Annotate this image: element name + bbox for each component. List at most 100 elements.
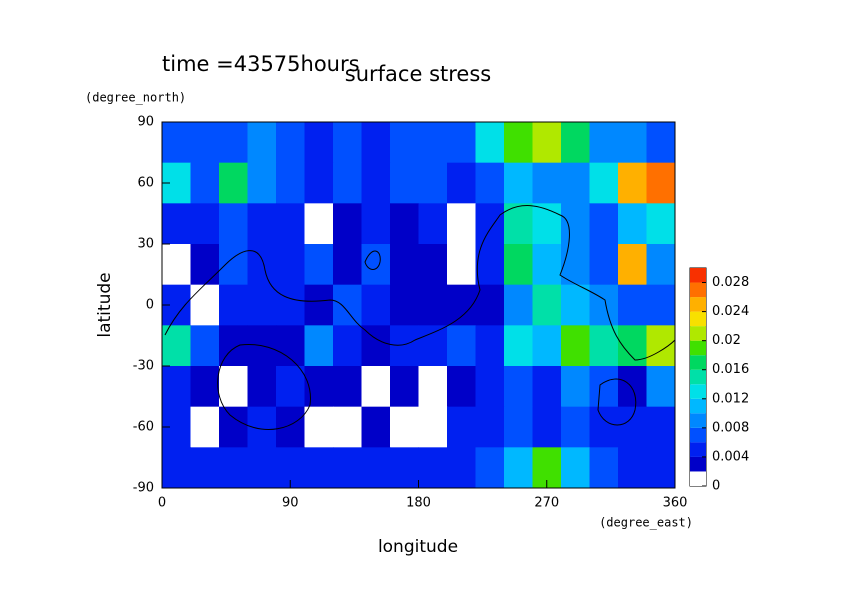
contour-cell	[304, 203, 334, 245]
contour-cell	[219, 162, 248, 204]
contour-cell	[532, 406, 562, 448]
contour-cell	[589, 122, 619, 164]
contour-cell	[532, 203, 562, 245]
colorbar-band	[690, 311, 706, 327]
colorbar-band	[690, 456, 706, 472]
x-tick-label: 0	[158, 496, 166, 511]
contour-cell	[247, 447, 277, 488]
x-tick-label: 270	[534, 496, 559, 511]
contour-cell	[618, 366, 647, 408]
contour-cell	[333, 244, 362, 286]
contour-cell	[646, 203, 675, 245]
colorbar-band	[690, 326, 706, 341]
contour-cell	[418, 244, 448, 286]
colorbar-tick-label: 0.004	[712, 449, 749, 464]
contour-cell	[447, 284, 476, 326]
contour-cell	[618, 284, 647, 326]
contour-cell	[390, 203, 419, 245]
contour-cell	[475, 122, 505, 164]
contour-cell	[561, 244, 590, 286]
contour-cell	[247, 122, 277, 164]
contour-cell	[304, 122, 334, 164]
contour-cell	[276, 406, 305, 448]
contour-cell	[190, 366, 220, 408]
contour-cell	[162, 203, 191, 245]
contour-cell	[361, 366, 391, 408]
contour-cell	[561, 447, 590, 488]
contour-cell	[247, 284, 277, 326]
contour-cell	[333, 203, 362, 245]
colorbar-band	[690, 384, 706, 399]
y-tick-label: 90	[137, 115, 154, 130]
contour-cell	[532, 325, 562, 367]
contour-cell	[219, 366, 248, 408]
contour-cell	[219, 447, 248, 488]
contour-cell	[304, 406, 334, 448]
colorbar-band	[690, 340, 706, 356]
contour-cell	[532, 366, 562, 408]
chart-title: surface stress	[345, 62, 491, 86]
contour-cell	[361, 325, 391, 367]
contour-cell	[333, 162, 362, 204]
contour-cell	[390, 122, 419, 164]
contour-cell	[504, 447, 533, 488]
contour-cell	[475, 447, 505, 488]
x-tick-label: 360	[663, 496, 688, 511]
contour-cell	[589, 203, 619, 245]
contour-cell	[447, 162, 476, 204]
colorbar-band	[690, 427, 706, 443]
contour-cell	[447, 325, 476, 367]
contour-cell	[162, 244, 191, 286]
contour-cell	[618, 203, 647, 245]
contour-cell	[504, 325, 533, 367]
contour-field	[162, 122, 675, 488]
contour-cell	[618, 447, 647, 488]
contour-cell	[361, 122, 391, 164]
contour-cell	[561, 122, 590, 164]
contour-cell	[247, 162, 277, 204]
colorbar-band	[690, 413, 706, 428]
contour-cell	[162, 122, 191, 164]
contour-cell	[276, 284, 305, 326]
contour-cell	[589, 244, 619, 286]
contour-cell	[390, 284, 419, 326]
contour-cell	[304, 325, 334, 367]
contour-cell	[561, 406, 590, 448]
contour-cell	[304, 284, 334, 326]
contour-cell	[589, 406, 619, 448]
contour-cell	[475, 325, 505, 367]
contour-cell	[475, 366, 505, 408]
contour-cell	[247, 203, 277, 245]
contour-cell	[361, 162, 391, 204]
colorbar-tick-label: 0.024	[712, 304, 749, 319]
contour-cell	[304, 447, 334, 488]
x-unit: (degree_east)	[599, 516, 693, 530]
contour-cell	[390, 406, 419, 448]
contour-cell	[618, 244, 647, 286]
contour-cell	[219, 406, 248, 448]
x-axis-title: longitude	[378, 537, 458, 557]
contour-cell	[390, 366, 419, 408]
contour-cell	[219, 122, 248, 164]
colorbar-tick-label: 0	[712, 479, 720, 494]
contour-cell	[532, 122, 562, 164]
contour-cell	[304, 244, 334, 286]
contour-cell	[361, 406, 391, 448]
contour-cell	[276, 244, 305, 286]
contour-cell	[333, 366, 362, 408]
y-tick-label: -30	[133, 359, 154, 374]
contour-cell	[646, 284, 675, 326]
contour-cell	[361, 447, 391, 488]
colorbar-tick-label: 0.008	[712, 420, 749, 435]
colorbar-tick-label: 0.016	[712, 362, 749, 377]
contour-cell	[561, 162, 590, 204]
contour-cell	[418, 325, 448, 367]
contour-cell	[646, 366, 675, 408]
colorbar-tick-label: 0.02	[712, 333, 741, 348]
contour-cell	[504, 406, 533, 448]
y-unit: (degree_north)	[85, 91, 186, 105]
contour-cell	[646, 244, 675, 286]
contour-cell	[447, 366, 476, 408]
contour-cell	[247, 366, 277, 408]
